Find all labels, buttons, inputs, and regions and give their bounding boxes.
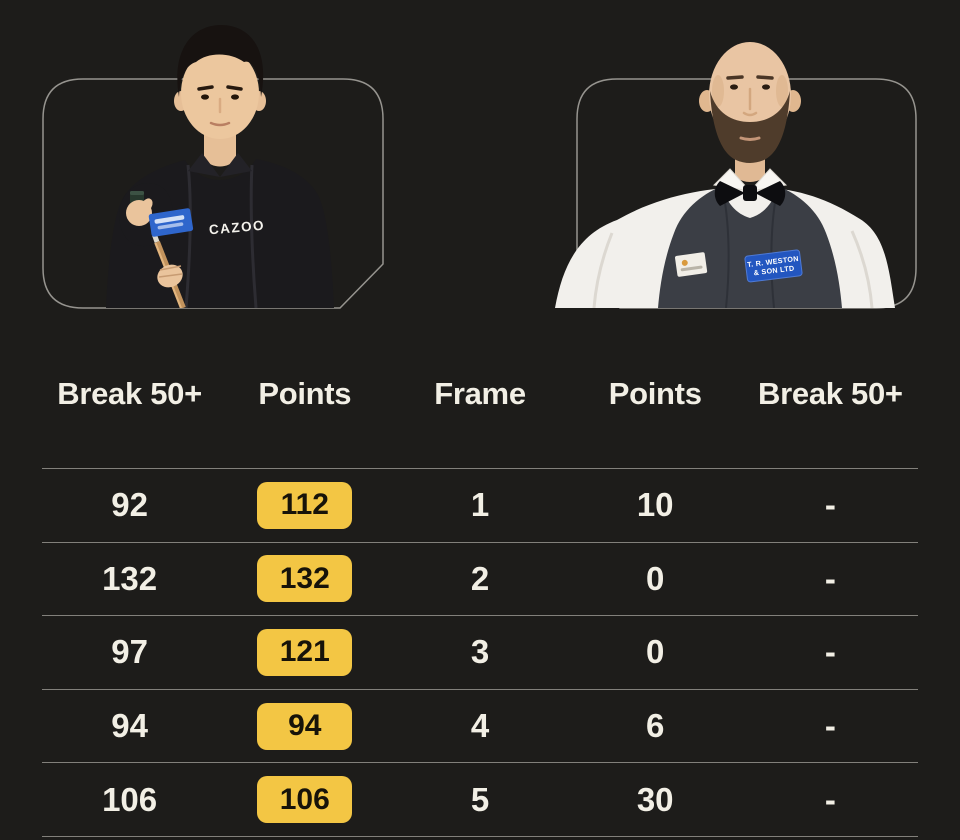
sleeve-fold [850, 230, 874, 308]
right-break-cell: - [824, 559, 836, 597]
mouth [209, 121, 231, 127]
photo-frame-left [42, 78, 384, 309]
eye [201, 94, 209, 100]
bow-tie-knot [743, 185, 757, 201]
sponsor-badge-cn-icon [148, 208, 194, 237]
frame-cell: 4 [470, 707, 490, 745]
chalk-top [130, 191, 144, 195]
left-points-badge: 106 [257, 776, 353, 824]
player-photo-left: CAZOO [106, 25, 334, 308]
table-row: 92 112 1 10 - [42, 468, 918, 542]
frame-cell: 1 [470, 486, 490, 524]
temple-shading [712, 75, 724, 107]
stats-table: Break 50+ Points Frame Points Break 50+ … [42, 372, 918, 837]
right-points-cell: 6 [646, 707, 665, 745]
photo-frame-right [576, 78, 917, 309]
table-body: 92 112 1 10 - 132 132 2 0 - 97 [42, 468, 918, 837]
left-points-badge: 112 [257, 481, 353, 529]
cazoo-logo-text: CAZOO [208, 218, 265, 238]
right-break-cell: - [824, 707, 836, 745]
eyebrow [756, 75, 774, 80]
bow-tie-icon [755, 181, 786, 206]
name-badge-icon [675, 252, 708, 277]
header-right-break: Break 50+ [758, 376, 903, 411]
weston-badge: T. R. WESTON & SON LTD [744, 249, 803, 283]
left-points-cell: 94 [217, 702, 392, 750]
vest-lapel-right [249, 164, 258, 308]
header-left-break: Break 50+ [57, 376, 202, 411]
player-photo-right: T. R. WESTON & SON LTD [555, 42, 895, 308]
right-points-cell: 30 [636, 780, 674, 818]
header-right-points: Points [608, 376, 702, 411]
temple-shading [776, 75, 788, 107]
table-header-row: Break 50+ Points Frame Points Break 50+ [42, 372, 918, 416]
eye [730, 84, 738, 90]
header-frame: Frame [434, 376, 526, 411]
mouth [739, 136, 761, 141]
left-points-cell: 112 [217, 481, 392, 529]
right-points-cell: 0 [646, 633, 665, 671]
nose [742, 87, 758, 117]
left-break-cell: 92 [111, 486, 148, 524]
table-row: 97 121 3 0 - [42, 615, 918, 689]
left-break-cell: 106 [102, 780, 158, 818]
vest-lapel-left [184, 164, 192, 308]
right-points-cell: 0 [646, 559, 665, 597]
header-left-points: Points [258, 376, 352, 411]
right-break-cell: - [824, 780, 836, 818]
left-points-badge: 132 [257, 555, 353, 603]
eyebrow [226, 85, 243, 91]
frame-cell: 5 [470, 780, 490, 818]
bow-tie-icon [714, 181, 745, 206]
left-points-badge: 94 [257, 702, 353, 750]
left-break-cell: 132 [102, 559, 158, 597]
left-break-cell: 97 [111, 633, 148, 671]
left-break-cell: 94 [111, 707, 148, 745]
right-points-cell: 10 [636, 486, 674, 524]
table-row: 132 132 2 0 - [42, 541, 918, 616]
left-points-badge: 121 [257, 628, 353, 676]
left-points-cell: 121 [217, 628, 392, 676]
table-row: 94 94 4 6 - [42, 688, 918, 763]
right-break-cell: - [824, 486, 836, 524]
table-row: 106 106 5 30 - [42, 762, 918, 837]
face [181, 47, 259, 139]
eyebrow [197, 85, 214, 91]
waistcoat [658, 186, 842, 308]
eye [231, 94, 239, 100]
sleeve-fold [592, 232, 614, 308]
hair [177, 25, 264, 97]
left-points-cell: 132 [217, 555, 392, 603]
frame-cell: 2 [470, 559, 490, 597]
right-break-cell: - [824, 633, 836, 671]
beard [710, 91, 790, 163]
eyebrow [726, 75, 744, 80]
thumb [141, 198, 153, 212]
left-points-cell: 106 [217, 776, 392, 824]
collar [220, 153, 252, 177]
eye [762, 84, 770, 90]
fingers [158, 265, 183, 278]
frame-cell: 3 [470, 633, 490, 671]
collar [188, 153, 220, 177]
